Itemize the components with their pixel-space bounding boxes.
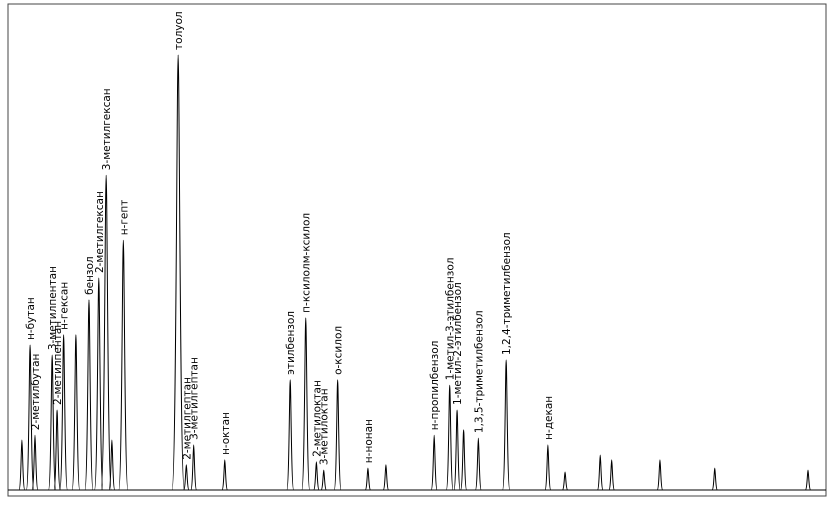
peak [474,437,482,491]
peak [460,429,468,491]
peak-label: 1-метил-2-этилбензол [452,282,464,405]
peak [18,439,26,491]
peak-label: этилбензол [285,311,297,375]
peak [301,317,311,491]
peak-label: 2-метилгептан [181,377,193,460]
peak [544,444,552,491]
peak [561,471,569,491]
peak-label: н-бутан [25,297,37,340]
peak [320,469,327,491]
peak-label: н-гексан [59,282,71,330]
peak [59,334,68,491]
peak [94,277,104,491]
peak [804,469,812,491]
peak [100,174,112,491]
peak [171,54,185,491]
peak-label: 2-метилбутан [30,354,42,431]
peak-label: н-пропилбензол [429,341,441,431]
peak [453,409,461,491]
peak [221,459,229,491]
peak-label: 2-метилгексан [94,191,106,273]
frame [7,3,827,497]
peak [190,444,198,491]
peak [53,409,61,491]
peak-label: п-ксилолм-ксилол [301,213,313,313]
peak [502,359,511,491]
peak-label: н-декан [543,396,555,440]
peak-label: толуол [173,11,185,50]
peak [313,461,320,491]
peak [84,299,94,491]
peak [71,334,81,491]
peak [108,439,116,491]
peak [183,464,190,491]
peak-label: н-гепт [118,200,130,236]
peak [48,354,57,491]
peak-label: бензол [84,256,96,295]
peak [656,459,664,491]
peak-label: 3-метилоктан [319,388,331,465]
peak-label: 3-метилгептан [189,357,201,440]
peak-label: 1-метил-3-этилбензол [445,258,457,381]
peak [608,459,615,491]
peak [364,467,372,491]
peak [118,239,129,491]
peak [333,379,342,491]
peak [445,384,454,491]
peak [286,379,295,491]
peak-label: 1,2,4-триметилбензол [501,232,513,355]
peak [382,464,390,491]
peak [430,434,438,491]
peak-label: 2-метилоктан [311,380,323,457]
peak-label: 3-метилгексан [101,88,113,170]
peak-label: о-ксилол [333,326,345,375]
peak [596,454,604,491]
peak [25,344,35,491]
peak-label: н-октан [220,412,232,455]
peak-label: 2-метилпентан [52,321,64,405]
peak-label: 1,3,5-триметилбензол [473,310,485,433]
peak-label: н-нонан [363,419,375,463]
peak-label: 3-метилпентан [47,266,59,350]
peak [31,434,39,491]
peak [711,467,718,491]
